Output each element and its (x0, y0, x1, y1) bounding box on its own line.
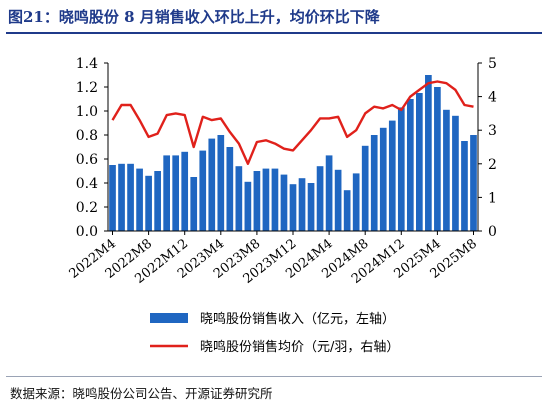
revenue-bar (443, 109, 450, 231)
revenue-bar (307, 183, 315, 231)
right-tick-label: 0 (488, 224, 497, 240)
revenue-bar (136, 168, 143, 231)
revenue-bar (145, 175, 152, 231)
revenue-bar (109, 165, 116, 231)
right-tick-label: 1 (488, 190, 497, 206)
left-tick-label: 0.8 (76, 128, 98, 144)
revenue-bar (217, 135, 225, 231)
revenue-bar (379, 127, 387, 231)
revenue-bar (271, 168, 279, 231)
source-note: 数据来源：晓鸣股份公司公告、开源证券研究所 (10, 386, 273, 401)
revenue-bar (388, 120, 396, 231)
revenue-bar (334, 169, 342, 231)
revenue-bar (361, 145, 369, 231)
avg-price-line (111, 80, 474, 166)
revenue-bar (118, 163, 125, 231)
left-tick-label: 0.2 (76, 200, 98, 216)
revenue-bar (127, 163, 134, 231)
revenue-bar (425, 75, 432, 231)
left-tick-label: 0.4 (76, 176, 98, 192)
revenue-bar (199, 150, 207, 231)
right-tick-label: 4 (488, 90, 497, 106)
revenue-bar (352, 173, 360, 231)
revenue-bar (253, 171, 261, 231)
revenue-bar (325, 155, 333, 231)
revenue-bar (289, 184, 297, 231)
revenue-bar (163, 155, 170, 231)
revenue-bar (416, 93, 423, 231)
revenue-bar (244, 181, 252, 231)
revenue-bar (154, 171, 161, 231)
left-tick-label: 1.4 (76, 56, 98, 72)
title-underline (6, 32, 542, 34)
revenue-bar (461, 141, 468, 231)
right-tick-label: 2 (488, 157, 497, 173)
right-tick-label: 5 (488, 56, 497, 72)
revenue-bar (452, 115, 459, 231)
legend-swatch-revenue (150, 313, 188, 323)
revenue-bar (470, 135, 477, 231)
revenue-bar (235, 166, 243, 231)
revenue-bar (434, 87, 441, 231)
left-tick-label: 0.0 (76, 224, 98, 240)
revenue-bar (280, 174, 288, 231)
left-tick-label: 1.2 (76, 80, 98, 96)
revenue-bar (370, 135, 378, 231)
revenue-bar (406, 99, 414, 231)
legend-label-revenue: 晓鸣股份销售收入（亿元，左轴） (200, 311, 395, 327)
revenue-bar (226, 147, 234, 231)
figure-header: 图21：晓鸣股份 8 月销售收入环比上升，均价环比下降 (0, 0, 546, 34)
figure-title: 图21：晓鸣股份 8 月销售收入环比上升，均价环比下降 (8, 8, 380, 26)
revenue-bar (397, 107, 405, 231)
legend-label-price: 晓鸣股份销售均价（元/羽，右轴） (200, 339, 399, 355)
revenue-bar (262, 168, 270, 231)
left-tick-label: 1.0 (76, 104, 98, 120)
right-tick-label: 3 (488, 123, 497, 139)
revenue-bar (343, 190, 351, 231)
revenue-bar (181, 151, 189, 231)
revenue-bar (298, 178, 306, 231)
revenue-bar (208, 138, 216, 231)
left-tick-label: 0.6 (76, 152, 98, 168)
revenue-bar (316, 166, 324, 231)
revenue-bar (172, 155, 180, 231)
revenue-bar (190, 177, 198, 231)
source-divider (6, 376, 542, 377)
